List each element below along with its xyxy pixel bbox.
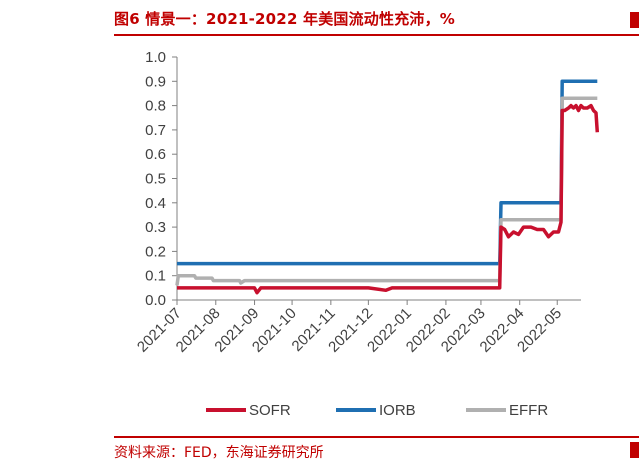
legend: SOFR IORB EFFR [206, 402, 548, 419]
adjacent-figure-edge-bottom [630, 442, 639, 458]
series-line-iorb [177, 79, 598, 266]
y-tick-label: 0.3 [145, 219, 166, 236]
y-tick-label: 0.5 [145, 171, 166, 188]
series-line-effr [175, 96, 598, 286]
legend-label-sofr: SOFR [249, 402, 291, 419]
adjacent-figure-edge [630, 12, 639, 28]
legend-label-iorb: IORB [379, 402, 416, 419]
y-tick-label: 0.6 [145, 146, 166, 163]
y-tick-label: 0.4 [145, 195, 166, 212]
source-note: 资料来源：FED，东海证券研究所 [114, 445, 324, 461]
y-tick-label: 0.1 [145, 268, 166, 285]
series-lines [175, 79, 600, 295]
footer-rule [114, 436, 639, 438]
x-axis: 2021-072021-082021-092021-102021-112021-… [134, 299, 581, 356]
y-tick-label: 0.8 [145, 98, 166, 115]
series-line-sofr [177, 103, 600, 295]
title-underline [114, 34, 639, 36]
legend-label-effr: EFFR [509, 402, 548, 419]
y-tick-label: 0.7 [145, 122, 166, 139]
y-tick-label: 0.9 [145, 73, 166, 90]
chart-title: 图6 情景一：2021-2022 年美国流动性充沛，% [114, 10, 456, 28]
y-tick-label: 0.0 [145, 292, 166, 309]
y-tick-label: 0.2 [145, 243, 166, 260]
y-axis: 0.0 0.1 0.2 0.3 0.4 0.5 0.6 0.7 0.8 0.9 1.0 [145, 49, 178, 309]
y-tick-label: 1.0 [145, 49, 166, 66]
